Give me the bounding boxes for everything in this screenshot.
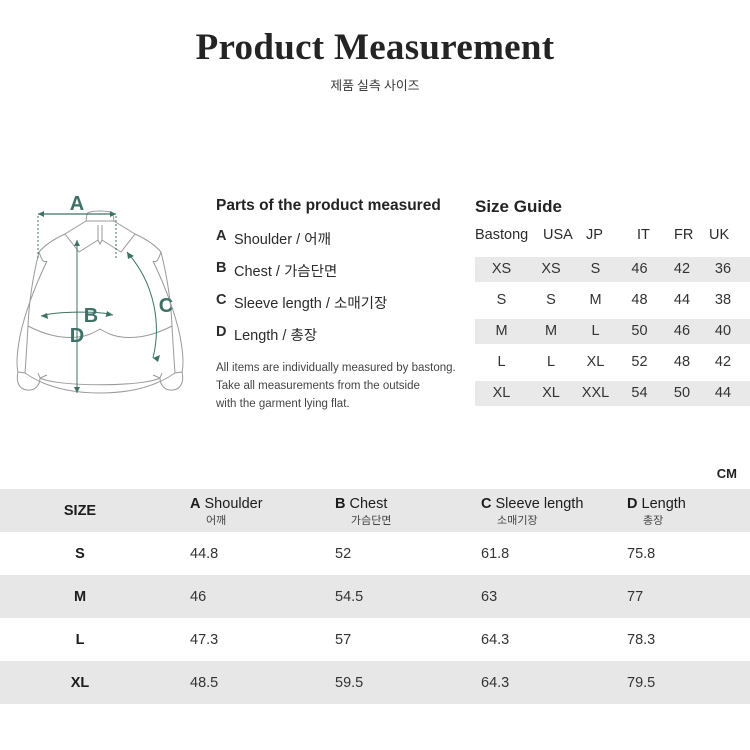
svg-text:D: D <box>70 325 84 347</box>
svg-text:A: A <box>70 196 84 215</box>
svg-text:B: B <box>84 305 98 327</box>
svg-text:C: C <box>159 295 173 317</box>
